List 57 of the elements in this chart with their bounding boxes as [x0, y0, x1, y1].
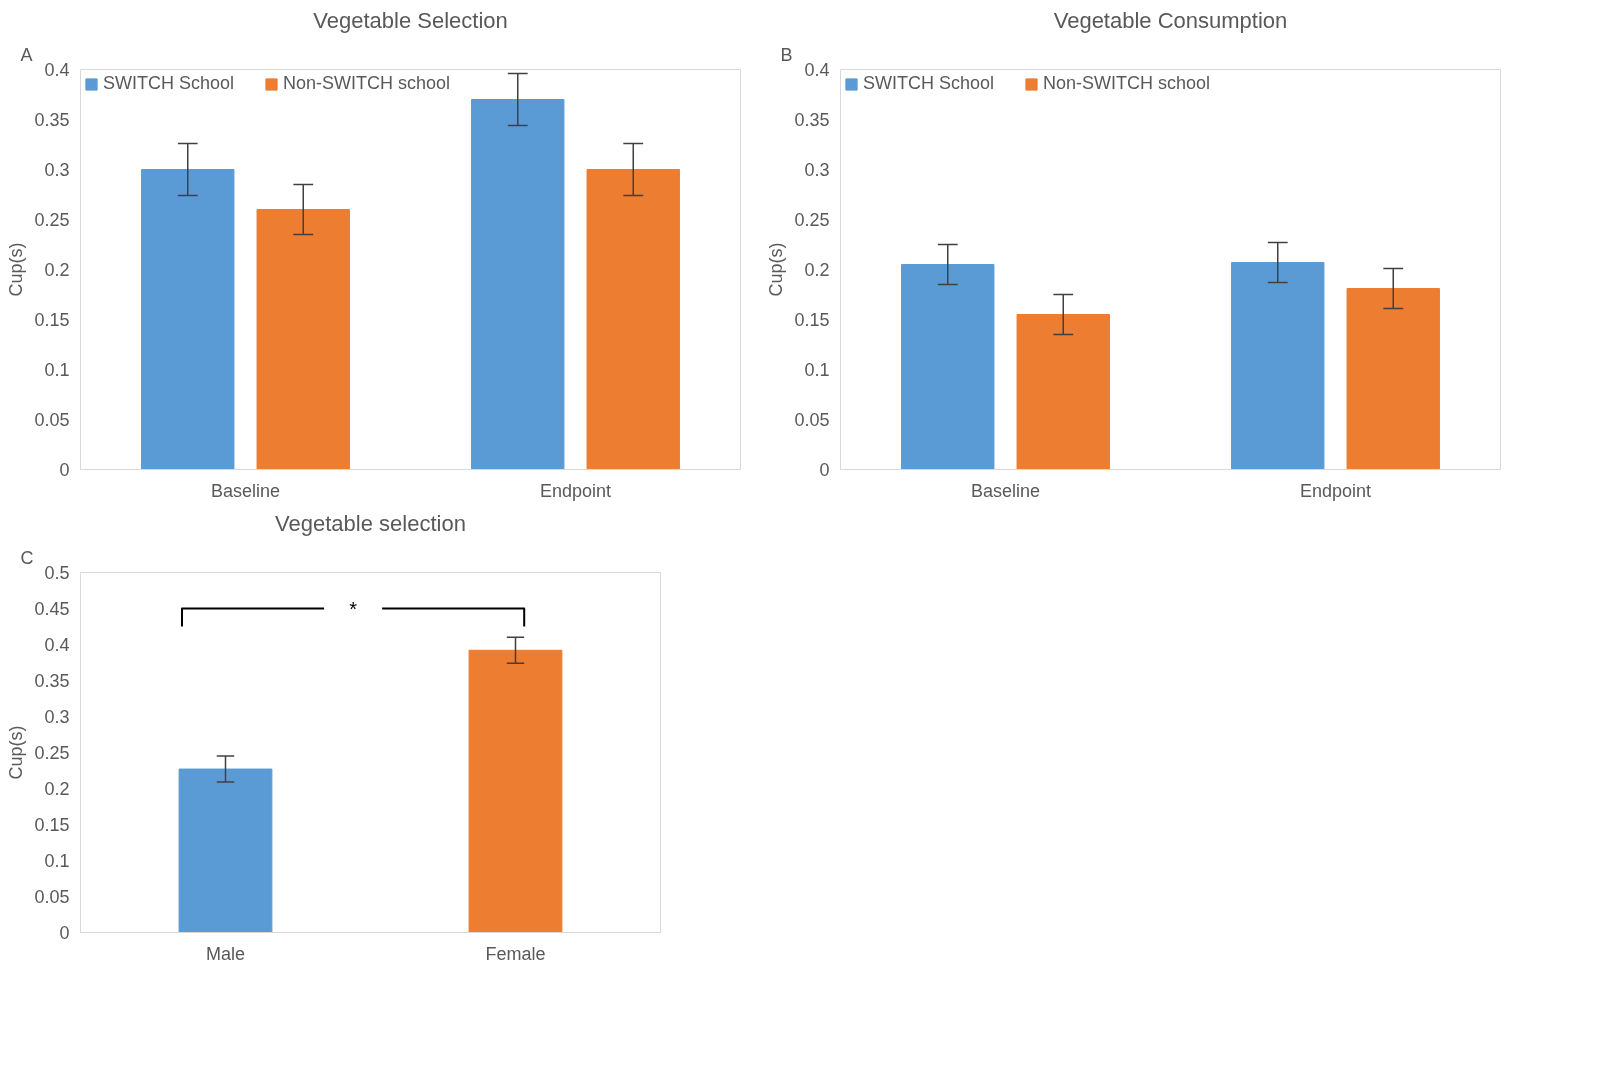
- y-axis-title: Cup(s): [766, 242, 787, 297]
- bar: [586, 169, 680, 470]
- y-tick-label: 0: [819, 460, 830, 480]
- y-tick-label: 0.1: [44, 360, 70, 380]
- bar: [1016, 314, 1110, 470]
- text: A: [20, 44, 33, 65]
- y-tick-label: 0.4: [44, 60, 70, 80]
- y-tick-label: 0.05: [34, 410, 70, 430]
- y-tick-label: 0.15: [34, 815, 70, 835]
- y-tick-label: 0.4: [804, 60, 830, 80]
- y-tick-label: 0.1: [44, 851, 70, 871]
- y-axis-title: Cup(s): [6, 242, 27, 297]
- x-tick-label: Baseline: [210, 480, 281, 501]
- legend-label: Non-SWITCH school: [283, 73, 451, 94]
- x-tick-label: Endpoint: [539, 480, 612, 501]
- chart-title: Vegetable Selection: [313, 7, 508, 33]
- legend-label: Non-SWITCH school: [1043, 73, 1211, 94]
- y-tick-label: 0.2: [44, 260, 70, 280]
- y-tick-label: 0.25: [34, 210, 70, 230]
- y-tick-label: 0.3: [44, 160, 70, 180]
- y-tick-label: 0: [59, 923, 70, 943]
- y-tick-label: 0: [59, 460, 70, 480]
- bar: [1346, 288, 1440, 470]
- bar: [901, 264, 995, 470]
- chart-title: Vegetable selection: [275, 510, 466, 536]
- y-tick-label: 0.25: [34, 743, 70, 763]
- y-tick-label: 0.25: [794, 210, 830, 230]
- annotation: *: [349, 597, 358, 620]
- y-tick-label: 0.2: [804, 260, 830, 280]
- y-tick-label: 0.2: [44, 779, 70, 799]
- text: C: [20, 547, 34, 568]
- bar: [471, 99, 565, 470]
- legend-label: SWITCH School: [103, 73, 235, 94]
- x-tick-label: Female: [485, 943, 546, 964]
- y-axis-title: Cup(s): [6, 725, 27, 780]
- x-tick-label: Endpoint: [1299, 480, 1372, 501]
- y-tick-label: 0.05: [794, 410, 830, 430]
- legend-label: SWITCH School: [863, 73, 995, 94]
- y-tick-label: 0.35: [34, 671, 70, 691]
- text: B: [780, 44, 793, 65]
- y-tick-label: 0.35: [794, 110, 830, 130]
- y-tick-label: 0.1: [804, 360, 830, 380]
- bar: [256, 209, 350, 470]
- y-tick-label: 0.15: [34, 310, 70, 330]
- y-tick-label: 0.05: [34, 887, 70, 907]
- y-tick-label: 0.15: [794, 310, 830, 330]
- bar: [1231, 262, 1325, 470]
- chart-title: Vegetable Consumption: [1053, 7, 1288, 33]
- x-tick-label: Baseline: [970, 480, 1041, 501]
- y-tick-label: 0.35: [34, 110, 70, 130]
- bar: [141, 169, 235, 470]
- y-tick-label: 0.3: [804, 160, 830, 180]
- y-tick-label: 0.4: [44, 635, 70, 655]
- y-tick-label: 0.3: [44, 707, 70, 727]
- y-tick-label: 0.5: [44, 563, 70, 583]
- y-tick-label: 0.45: [34, 599, 70, 619]
- x-tick-label: Male: [205, 943, 246, 964]
